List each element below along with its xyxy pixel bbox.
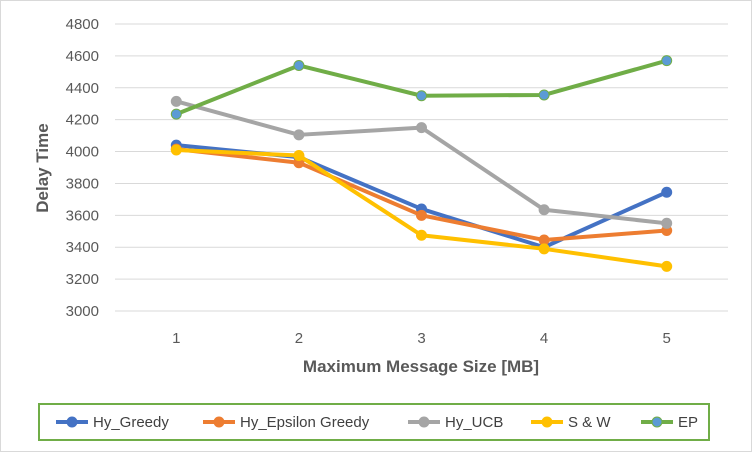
x-tick-label: 5 bbox=[663, 330, 671, 347]
y-axis-title: Delay Time bbox=[33, 123, 52, 212]
y-tick-label: 4000 bbox=[66, 144, 99, 161]
legend-box bbox=[38, 403, 710, 441]
data-point bbox=[538, 204, 550, 216]
data-point bbox=[416, 122, 427, 134]
gridlines bbox=[115, 23, 728, 312]
legend: Hy_Greedy Hy_Epsilon Greedy Hy_UCB S & W EP bbox=[38, 403, 710, 441]
y-tick-label: 3000 bbox=[66, 303, 99, 320]
data-point bbox=[293, 150, 305, 162]
x-axis-title: Maximum Message Size [MB] bbox=[303, 357, 539, 376]
legend-label: EP bbox=[678, 414, 698, 431]
data-point bbox=[416, 209, 427, 221]
x-tick-label: 1 bbox=[172, 330, 180, 347]
data-point bbox=[538, 243, 550, 255]
data-point bbox=[170, 95, 182, 107]
y-tick-label: 3800 bbox=[66, 175, 99, 192]
y-tick-label: 3400 bbox=[66, 239, 99, 256]
legend-label: Hy_Greedy bbox=[93, 414, 169, 431]
data-point bbox=[170, 144, 182, 156]
legend-entry: EP bbox=[641, 414, 698, 431]
data-point bbox=[416, 90, 427, 102]
y-tick-label: 3600 bbox=[66, 207, 99, 224]
data-point bbox=[293, 129, 305, 141]
series-lines bbox=[170, 55, 673, 272]
series-3 bbox=[170, 144, 673, 272]
legend-entry: Hy_Greedy bbox=[56, 414, 169, 431]
legend-entry: S & W bbox=[531, 414, 611, 431]
legend-marker bbox=[213, 416, 225, 428]
data-point bbox=[170, 108, 182, 120]
y-tick-label: 4800 bbox=[66, 16, 99, 33]
data-point bbox=[538, 89, 550, 101]
legend-marker bbox=[66, 416, 78, 428]
legend-label: S & W bbox=[568, 414, 611, 431]
legend-label: Hy_UCB bbox=[445, 414, 503, 431]
legend-marker bbox=[651, 416, 663, 428]
data-point bbox=[661, 186, 673, 198]
x-axis-ticks: 1 2 3 4 5 bbox=[172, 330, 671, 347]
x-tick-label: 2 bbox=[295, 330, 303, 347]
x-tick-label: 4 bbox=[540, 330, 548, 347]
legend-marker bbox=[418, 416, 430, 428]
data-point bbox=[661, 55, 673, 67]
y-tick-label: 3200 bbox=[66, 271, 99, 288]
data-point bbox=[661, 260, 673, 272]
y-axis-ticks: 3000 3200 3400 3600 3800 4000 4200 4400 4600 4800 bbox=[66, 16, 99, 320]
series-4 bbox=[170, 55, 673, 120]
legend-label: Hy_Epsilon Greedy bbox=[240, 414, 370, 431]
x-tick-label: 3 bbox=[417, 330, 425, 347]
data-point bbox=[293, 59, 305, 71]
y-tick-label: 4400 bbox=[66, 80, 99, 97]
data-point bbox=[661, 217, 673, 229]
data-point bbox=[416, 229, 427, 241]
y-tick-label: 4200 bbox=[66, 112, 99, 129]
y-tick-label: 4600 bbox=[66, 48, 99, 65]
legend-entry: Hy_UCB bbox=[408, 414, 503, 431]
legend-entry: Hy_Epsilon Greedy bbox=[203, 414, 370, 431]
legend-marker bbox=[541, 416, 553, 428]
series-2 bbox=[170, 95, 673, 229]
